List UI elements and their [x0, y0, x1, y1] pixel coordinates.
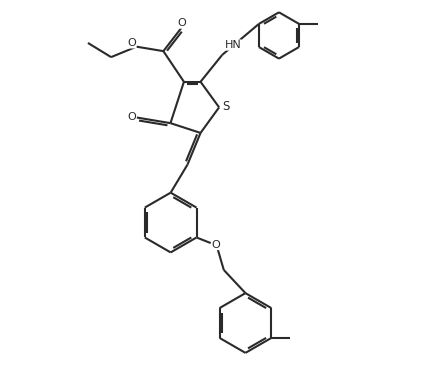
- Text: O: O: [127, 112, 136, 122]
- Text: O: O: [212, 240, 220, 250]
- Text: HN: HN: [224, 40, 241, 50]
- Text: O: O: [127, 38, 136, 48]
- Text: S: S: [222, 100, 229, 113]
- Text: O: O: [178, 18, 187, 28]
